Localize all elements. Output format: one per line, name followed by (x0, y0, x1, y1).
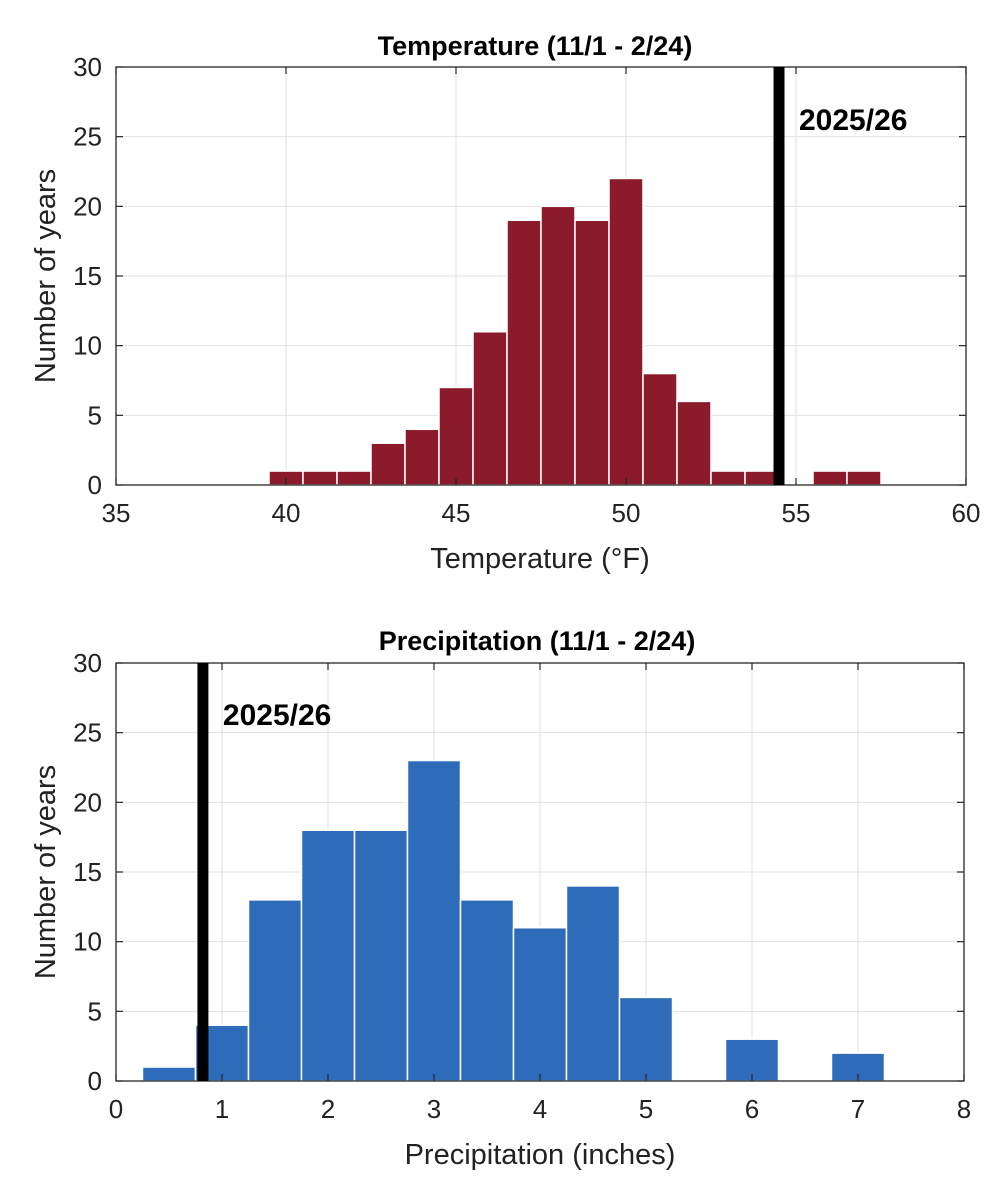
precipitation-bar (459, 899, 515, 1082)
precipitation-x-axis-label: Precipitation (inches) (405, 1139, 676, 1171)
precipitation-x-tick-label: 8 (957, 1094, 971, 1124)
temperature-bar (404, 428, 440, 486)
precipitation-y-tick-label: 25 (73, 718, 102, 748)
temperature-bar (710, 470, 746, 486)
temperature-bar (336, 470, 372, 486)
precipitation-x-tick-label: 5 (639, 1094, 653, 1124)
precipitation-bar (247, 899, 303, 1082)
temperature-y-tick-label: 5 (88, 400, 102, 430)
precipitation-y-ticks: 0 5 10 15 20 25 30 (73, 648, 964, 1096)
temperature-bars (268, 177, 882, 486)
precipitation-y-axis-label: Number of years (30, 765, 62, 979)
precipitation-x-tick-label: 4 (533, 1094, 547, 1124)
precipitation-title: Precipitation (11/1 - 2/24) (379, 626, 696, 656)
temperature-y-tick-label: 20 (73, 191, 102, 221)
temperature-y-tick-label: 30 (73, 52, 102, 82)
temperature-bar (812, 470, 848, 486)
precipitation-bar (300, 829, 356, 1082)
temperature-bar (642, 372, 678, 486)
temperature-bar (472, 330, 508, 486)
precipitation-reference-label: 2025/26 (223, 699, 331, 732)
precipitation-y-tick-label: 20 (73, 787, 102, 817)
temperature-title: Temperature (11/1 - 2/24) (378, 31, 693, 61)
temperature-x-tick-label: 60 (952, 498, 981, 528)
temperature-bar (370, 442, 406, 486)
temperature-bar (540, 205, 576, 486)
temperature-bar (302, 470, 338, 486)
temperature-bar (438, 386, 474, 486)
precipitation-bar (512, 926, 568, 1082)
temperature-bar (676, 400, 712, 486)
precipitation-bar (618, 996, 674, 1082)
temperature-reference: 2025/26 (773, 67, 907, 485)
temperature-bar (574, 219, 610, 486)
temperature-y-tick-label: 0 (88, 470, 102, 500)
precipitation-bar (565, 885, 621, 1082)
temperature-x-tick-label: 45 (442, 498, 471, 528)
precipitation-chart: 2025/26 0 1 2 3 4 5 6 7 8 0 5 10 15 20 25 30 Precipita… (30, 626, 971, 1171)
precipitation-bar (406, 759, 462, 1082)
temperature-bar (608, 177, 644, 486)
precipitation-x-tick-label: 6 (745, 1094, 759, 1124)
temperature-bar (506, 219, 542, 486)
precipitation-y-tick-label: 0 (88, 1066, 102, 1096)
temperature-x-axis-label: Temperature (°F) (430, 543, 649, 575)
temperature-x-tick-label: 50 (612, 498, 641, 528)
temperature-y-tick-label: 25 (73, 122, 102, 152)
precipitation-y-tick-label: 15 (73, 857, 102, 887)
temperature-y-axis-label: Number of years (30, 169, 62, 383)
precipitation-y-tick-label: 5 (88, 996, 102, 1026)
temperature-reference-label: 2025/26 (799, 104, 907, 137)
precipitation-x-tick-label: 1 (215, 1094, 229, 1124)
precipitation-x-tick-label: 0 (109, 1094, 123, 1124)
precipitation-bar (353, 829, 409, 1082)
precipitation-x-tick-label: 7 (851, 1094, 865, 1124)
temperature-y-ticks: 0 5 10 15 20 25 30 (73, 52, 966, 500)
precipitation-x-tick-label: 2 (321, 1094, 335, 1124)
precipitation-reference: 2025/26 (197, 663, 331, 1081)
temperature-x-tick-label: 55 (782, 498, 811, 528)
temperature-chart: 2025/26 35 40 45 50 55 60 0 5 10 15 20 25 30 Temper… (30, 31, 980, 575)
temperature-bar (846, 470, 882, 486)
temperature-x-tick-label: 40 (272, 498, 301, 528)
temperature-x-tick-label: 35 (102, 498, 131, 528)
precipitation-y-tick-label: 10 (73, 927, 102, 957)
precipitation-bar (141, 1066, 197, 1082)
temperature-y-tick-label: 10 (73, 331, 102, 361)
precipitation-x-ticks: 0 1 2 3 4 5 6 7 8 (109, 663, 971, 1124)
precipitation-y-tick-label: 30 (73, 648, 102, 678)
temperature-x-ticks: 35 40 45 50 55 60 (102, 67, 981, 528)
precipitation-x-tick-label: 3 (427, 1094, 441, 1124)
temperature-y-tick-label: 15 (73, 261, 102, 291)
